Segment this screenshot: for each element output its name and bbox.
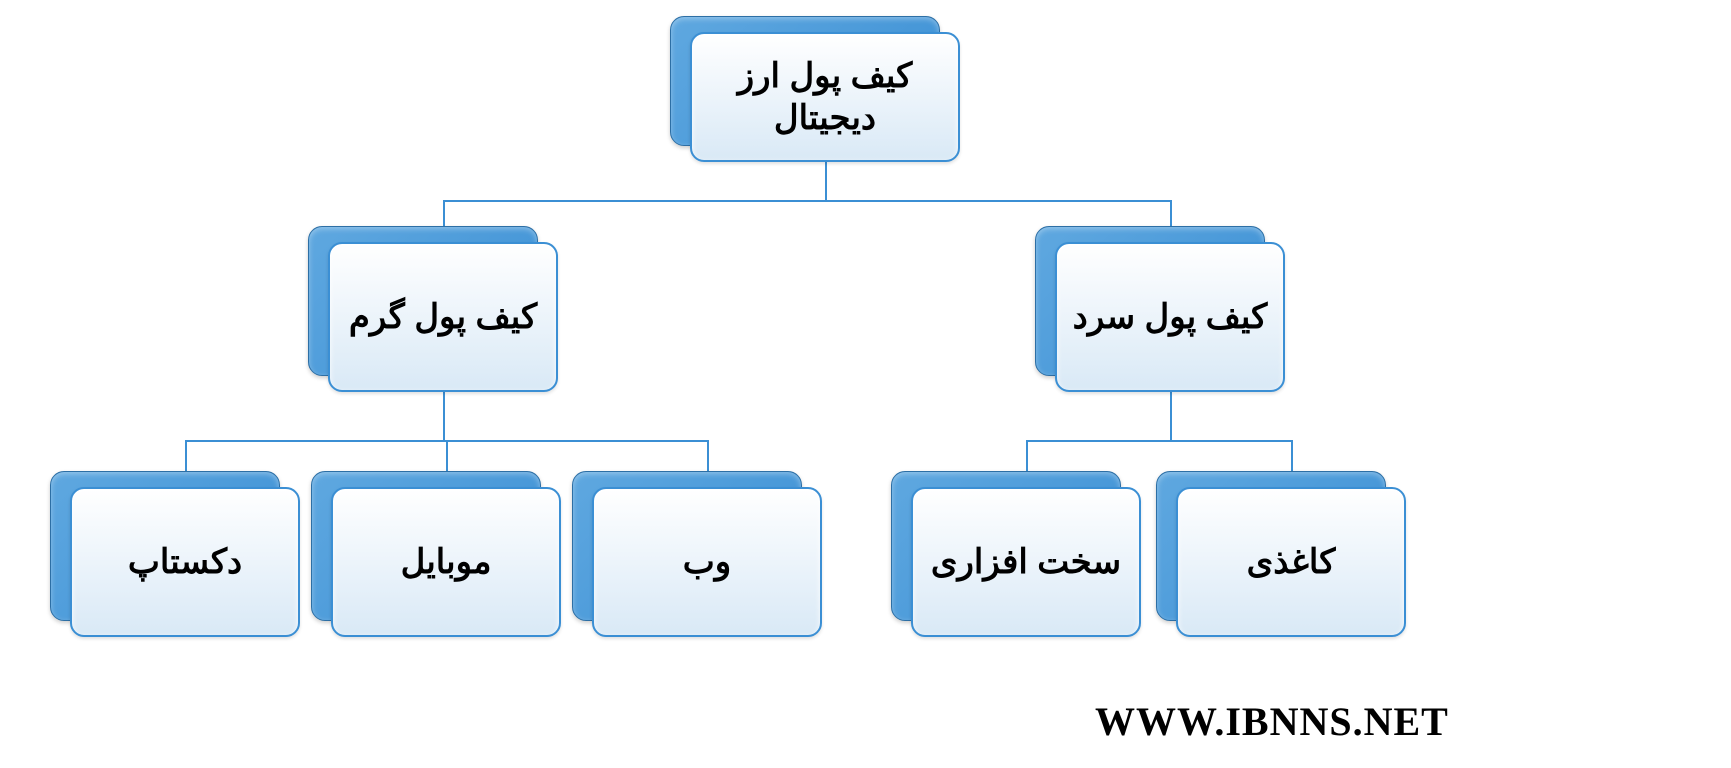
node-mobile: موبایل: [331, 487, 561, 637]
conn-level2-h: [443, 200, 1172, 202]
node-paper: کاغذی: [1176, 487, 1406, 637]
watermark: WWW.IBNNS.NET: [1095, 698, 1449, 745]
node-hot: کیف پول گرم: [328, 242, 558, 392]
node-web: وب: [592, 487, 822, 637]
node-paper-label: کاغذی: [1247, 541, 1336, 584]
node-hardware: سخت افزاری: [911, 487, 1141, 637]
node-hardware-label: سخت افزاری: [931, 541, 1121, 584]
node-cold-label: کیف پول سرد: [1073, 296, 1268, 339]
node-mobile-label: موبایل: [401, 541, 492, 584]
node-web-label: وب: [683, 541, 731, 584]
node-desktop: دکستاپ: [70, 487, 300, 637]
conn-cold-h: [1026, 440, 1293, 442]
conn-cold-stem: [1170, 392, 1172, 440]
node-root: کیف پول ارز دیجیتال: [690, 32, 960, 162]
node-root-label: کیف پول ارز دیجیتال: [706, 55, 944, 140]
conn-hot-stem: [443, 392, 445, 440]
node-cold: کیف پول سرد: [1055, 242, 1285, 392]
node-desktop-label: دکستاپ: [128, 541, 242, 584]
watermark-text: WWW.IBNNS.NET: [1095, 699, 1449, 744]
node-hot-label: کیف پول گرم: [349, 296, 537, 339]
conn-root-down: [825, 162, 827, 200]
